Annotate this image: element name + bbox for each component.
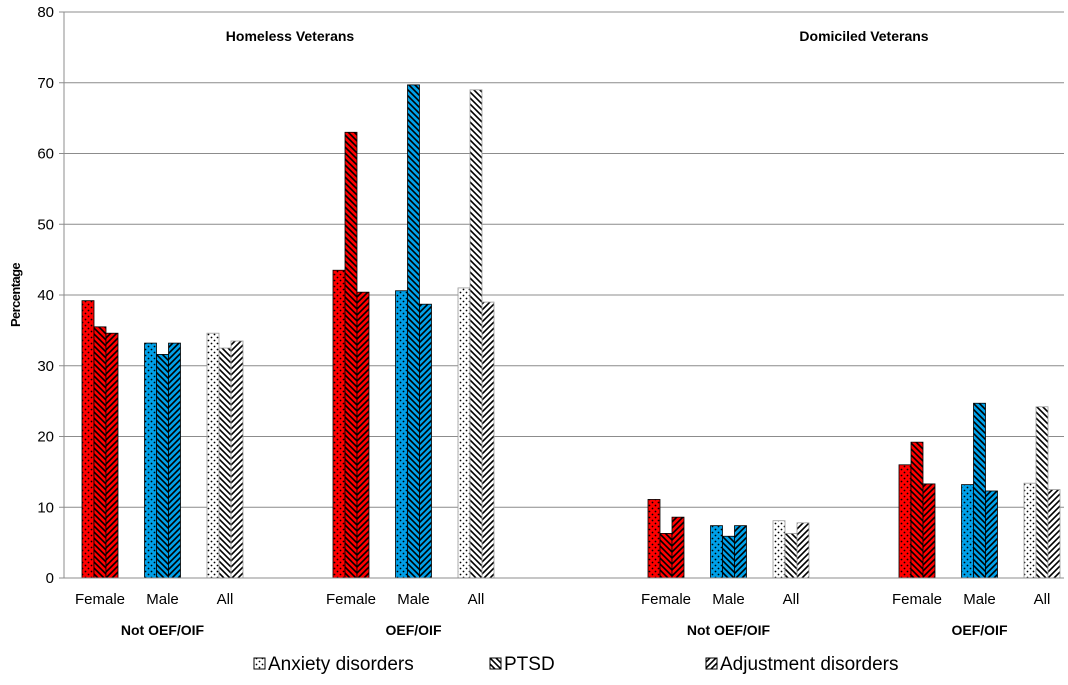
bar-anxiety: [1023, 482, 1037, 579]
bar-ptsd: [218, 347, 232, 579]
bar-adjustment: [671, 516, 685, 579]
category-label: All: [468, 591, 485, 608]
bar-ptsd: [407, 84, 420, 579]
bar-anxiety: [395, 290, 408, 579]
y-tick-label: 70: [37, 75, 54, 92]
y-tick-label: 0: [46, 570, 54, 587]
bar-ptsd: [784, 533, 798, 579]
y-axis-label: Percentage: [8, 263, 23, 327]
category-label: Female: [892, 591, 942, 608]
legend-swatch: [705, 657, 718, 670]
labels: 0 10 20 30 40 50 60 70 80 Percentage Homeless Vete…: [8, 4, 1050, 638]
bar-anxiety: [772, 520, 786, 579]
bar-adjustment: [419, 303, 432, 579]
bar-anxiety: [898, 464, 912, 579]
bar-adjustment: [481, 301, 495, 579]
bar-anxiety: [206, 332, 220, 579]
bar-adjustment: [230, 340, 244, 579]
group-label: Not OEF/OIF: [121, 622, 205, 638]
bar-ptsd: [469, 89, 483, 579]
bar-adjustment: [796, 522, 810, 579]
bar-ptsd: [973, 402, 986, 579]
axes: [59, 11, 1064, 579]
y-tick-label: 50: [37, 216, 54, 233]
bar-anxiety: [81, 300, 95, 579]
bar-anxiety: [457, 287, 471, 579]
bar-adjustment: [985, 490, 998, 579]
bar-ptsd: [910, 441, 924, 579]
panel-title: Domiciled Veterans: [799, 28, 928, 44]
bar-anxiety: [961, 484, 974, 579]
legend: Anxiety disorders PTSD Adjustment disorder…: [253, 654, 898, 675]
bar-anxiety: [647, 499, 661, 579]
category-label: All: [217, 591, 234, 608]
category-label: Male: [397, 591, 430, 608]
bar-ptsd: [93, 326, 107, 579]
y-tick-label: 80: [37, 4, 54, 21]
legend-swatch: [489, 657, 502, 670]
legend-label: Anxiety disorders: [268, 654, 414, 675]
bars: [81, 84, 1061, 579]
category-label: Female: [326, 591, 376, 608]
panel-title: Homeless Veterans: [226, 28, 355, 44]
category-label: Male: [146, 591, 179, 608]
group-label: OEF/OIF: [386, 622, 442, 638]
bar-adjustment: [105, 332, 119, 579]
category-label: All: [1034, 591, 1051, 608]
bar-anxiety: [144, 342, 157, 579]
bar-anxiety: [332, 269, 346, 579]
bar-ptsd: [659, 533, 673, 579]
bar-adjustment: [1047, 489, 1061, 579]
y-tick-label: 10: [37, 499, 54, 516]
y-tick-label: 20: [37, 429, 54, 446]
group-label: OEF/OIF: [952, 622, 1008, 638]
bar-anxiety: [710, 525, 723, 579]
bar-adjustment: [168, 342, 181, 579]
category-label: All: [783, 591, 800, 608]
legend-swatch: [253, 657, 266, 670]
category-label: Female: [641, 591, 691, 608]
bar-adjustment: [922, 483, 936, 579]
bar-ptsd: [156, 354, 169, 579]
category-label: Female: [75, 591, 125, 608]
legend-label: PTSD: [504, 654, 555, 675]
bar-adjustment: [356, 291, 370, 579]
y-tick-label: 30: [37, 358, 54, 375]
legend-label: Adjustment disorders: [720, 654, 898, 675]
group-label: Not OEF/OIF: [687, 622, 771, 638]
y-tick-label: 60: [37, 146, 54, 163]
bar-ptsd: [344, 131, 358, 579]
category-label: Male: [963, 591, 996, 608]
y-tick-label: 40: [37, 287, 54, 304]
category-label: Male: [712, 591, 745, 608]
bar-ptsd: [722, 535, 735, 579]
bar-adjustment: [734, 525, 747, 579]
bar-ptsd: [1035, 406, 1049, 579]
